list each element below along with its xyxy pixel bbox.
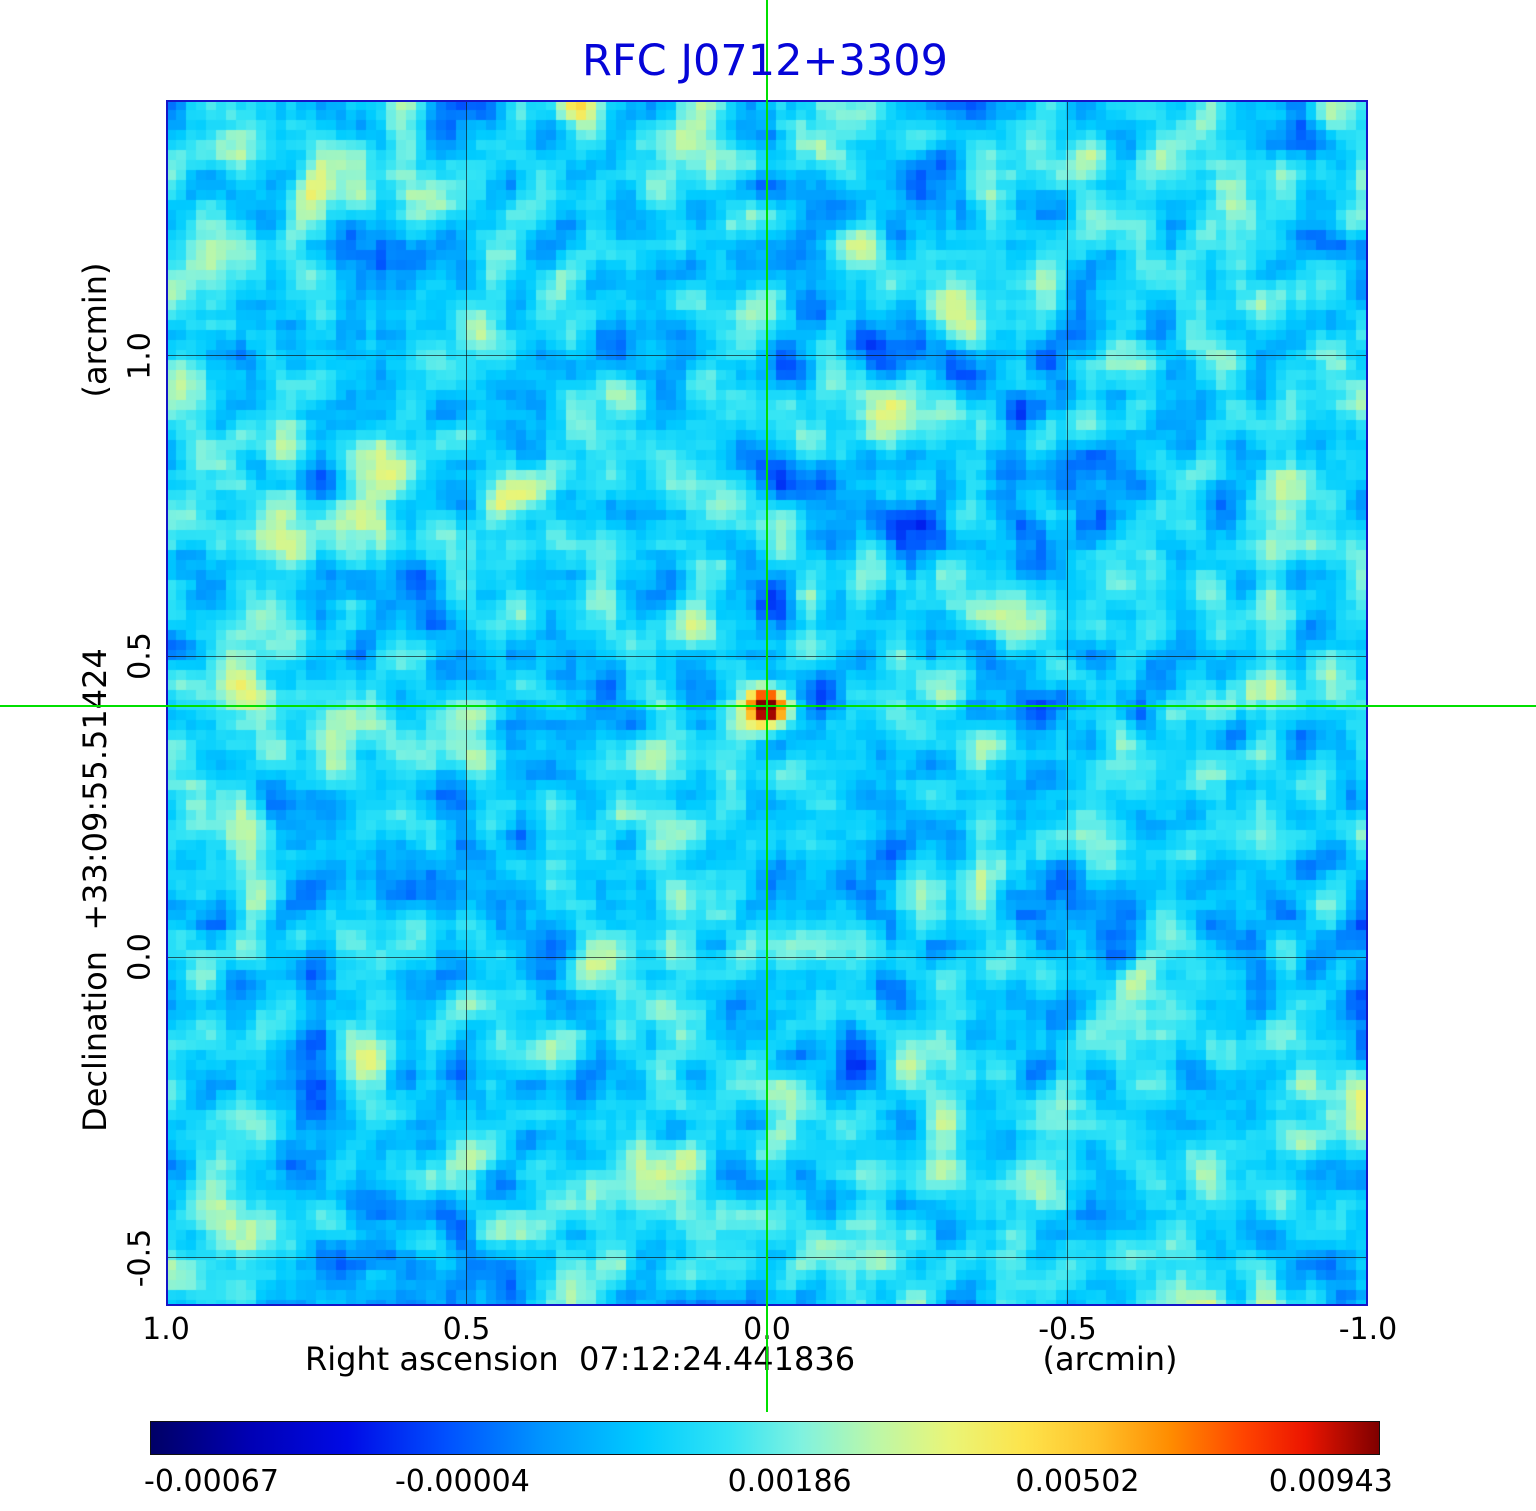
y-tick-label: 1.0: [122, 331, 158, 380]
x-axis-unit: (arcmin): [1042, 1340, 1178, 1378]
crosshair-vertical: [766, 0, 768, 1412]
y-tick-label: 0.0: [122, 933, 158, 981]
colorbar-gradient: [150, 1421, 1380, 1455]
plot-title: RFC J0712+3309: [582, 36, 948, 86]
colorbar-label: -0.00004: [394, 1464, 530, 1499]
y-tick-label: 0.5: [122, 632, 158, 681]
colorbar-label: 0.00186: [727, 1464, 852, 1499]
y-axis-label: Declination +33:09:55.51424: [76, 648, 114, 1132]
y-tick-label: -0.5: [122, 1228, 158, 1288]
x-tick-label: 0.5: [442, 1312, 491, 1347]
colorbar-label: 0.00943: [1268, 1464, 1393, 1499]
x-tick-label: -1.0: [1338, 1312, 1398, 1347]
colorbar-label: 0.00502: [1015, 1464, 1140, 1499]
x-tick-label: -0.5: [1038, 1312, 1097, 1347]
y-axis-unit: (arcmin): [76, 262, 114, 398]
x-tick-label: 1.0: [142, 1312, 190, 1347]
colorbar-label: -0.00067: [144, 1464, 279, 1499]
crosshair-horizontal: [0, 705, 1536, 708]
x-axis-label: Right ascension 07:12:24.441836: [304, 1340, 856, 1378]
